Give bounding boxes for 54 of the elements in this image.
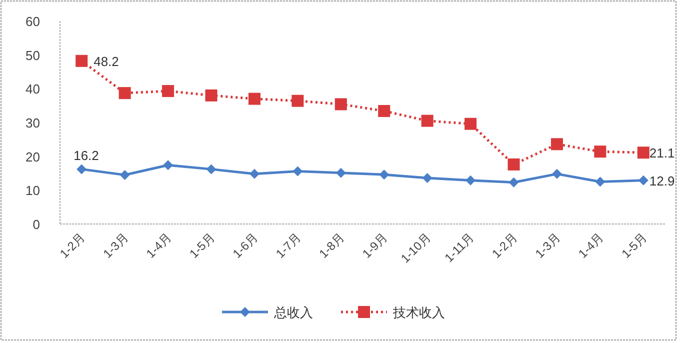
x-tick-label: 1-2月	[489, 230, 520, 261]
point	[206, 164, 216, 174]
point	[422, 172, 432, 183]
point	[248, 92, 260, 105]
point	[508, 158, 520, 170]
data-label: 48.2	[94, 54, 119, 69]
y-tick-label: 10	[26, 183, 40, 198]
x-tick-label: 1-4月	[576, 230, 606, 261]
y-tick-label: 30	[26, 116, 40, 130]
point	[421, 114, 434, 127]
point	[379, 170, 390, 180]
legend-label: 总收入	[273, 305, 313, 320]
x-tick-label: 1-2月	[57, 230, 88, 261]
x-tick-label: 1-3月	[100, 230, 131, 261]
x-tick-label: 1-6月	[230, 230, 261, 261]
y-tick-label: 50	[26, 48, 40, 63]
y-tick-label: 40	[26, 82, 40, 97]
x-tick-label: 1-4月	[144, 230, 174, 261]
point	[508, 177, 519, 188]
point	[594, 146, 606, 158]
x-tick-label: 1-11月	[442, 230, 477, 265]
x-tick-label: 1-9月	[360, 230, 390, 261]
x-tick-label: 1-7月	[273, 230, 304, 261]
data-label: 12.9	[649, 173, 675, 188]
point	[378, 104, 390, 117]
legend-label: 技术收入	[392, 305, 445, 320]
y-tick-label: 0	[32, 217, 40, 232]
x-tick-label: 1-8月	[316, 230, 348, 261]
point	[76, 54, 88, 67]
point	[292, 166, 303, 176]
point	[637, 146, 650, 159]
x-tick-label: 1-3月	[532, 230, 564, 261]
point	[292, 94, 304, 107]
point	[550, 138, 563, 150]
point	[249, 168, 260, 179]
x-tick-label: 1-5月	[186, 230, 218, 261]
point	[205, 89, 218, 102]
point	[464, 118, 477, 130]
point	[162, 85, 174, 98]
point	[120, 170, 130, 180]
y-tick-label: 20	[26, 149, 40, 164]
x-tick-label: 1-5月	[618, 230, 650, 261]
point	[163, 160, 174, 170]
point	[118, 87, 131, 100]
point	[334, 98, 347, 110]
point	[638, 175, 648, 186]
point	[76, 164, 87, 174]
point	[336, 168, 346, 178]
data-label: 21.1	[649, 146, 675, 161]
point	[552, 168, 562, 179]
data-label: 16.2	[74, 148, 99, 164]
point	[595, 176, 606, 187]
y-tick-label: 60	[26, 14, 40, 29]
point	[466, 175, 476, 186]
